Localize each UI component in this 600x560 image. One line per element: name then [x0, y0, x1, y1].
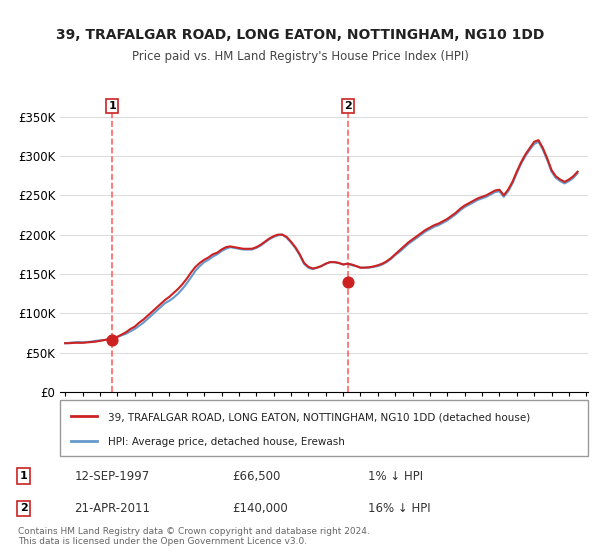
Text: 12-SEP-1997: 12-SEP-1997: [74, 470, 149, 483]
Text: 16% ↓ HPI: 16% ↓ HPI: [368, 502, 430, 515]
Point: [107, 335, 117, 344]
Text: £140,000: £140,000: [232, 502, 288, 515]
Text: 1% ↓ HPI: 1% ↓ HPI: [368, 470, 423, 483]
Text: 39, TRAFALGAR ROAD, LONG EATON, NOTTINGHAM, NG10 1DD (detached house): 39, TRAFALGAR ROAD, LONG EATON, NOTTINGH…: [107, 412, 530, 422]
Text: Contains HM Land Registry data © Crown copyright and database right 2024.
This d: Contains HM Land Registry data © Crown c…: [18, 526, 370, 546]
Text: 21-APR-2011: 21-APR-2011: [74, 502, 151, 515]
Text: £66,500: £66,500: [232, 470, 281, 483]
Text: Price paid vs. HM Land Registry's House Price Index (HPI): Price paid vs. HM Land Registry's House …: [131, 50, 469, 63]
Text: 2: 2: [344, 101, 352, 111]
FancyBboxPatch shape: [60, 400, 588, 456]
Text: 1: 1: [108, 101, 116, 111]
Text: 2: 2: [20, 503, 28, 514]
Point: [344, 277, 353, 286]
Text: 39, TRAFALGAR ROAD, LONG EATON, NOTTINGHAM, NG10 1DD: 39, TRAFALGAR ROAD, LONG EATON, NOTTINGH…: [56, 28, 544, 42]
Text: HPI: Average price, detached house, Erewash: HPI: Average price, detached house, Erew…: [107, 437, 344, 447]
Text: 1: 1: [20, 471, 28, 481]
